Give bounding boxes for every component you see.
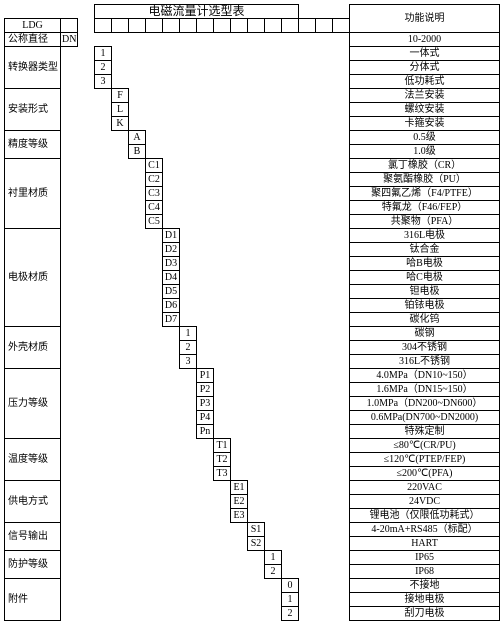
ldg-cell: LDG (5, 19, 61, 33)
row-protect: 防护等级 (5, 551, 61, 579)
row-shell: 外壳材质 (5, 327, 61, 369)
func-header: 功能说明 (350, 5, 500, 33)
row-lining: 衬里材质 (5, 159, 61, 229)
row-install: 安装形式 (5, 89, 61, 131)
row-temp: 温度等级 (5, 439, 61, 481)
row-signal: 信号输出 (5, 523, 61, 551)
table-title: 电磁流量计选型表 (95, 5, 299, 19)
row-pressure: 压力等级 (5, 369, 61, 439)
row-accuracy: 精度等级 (5, 131, 61, 159)
row-converter: 转换器类型 (5, 47, 61, 89)
selection-table: 电磁流量计选型表 功能说明 LDG 公称直径 DN 10-2000 转换器类型 … (4, 4, 500, 621)
row-nominal-diameter: 公称直径 (5, 33, 61, 47)
row-power: 供电方式 (5, 481, 61, 523)
row-electrode: 电极材质 (5, 229, 61, 327)
